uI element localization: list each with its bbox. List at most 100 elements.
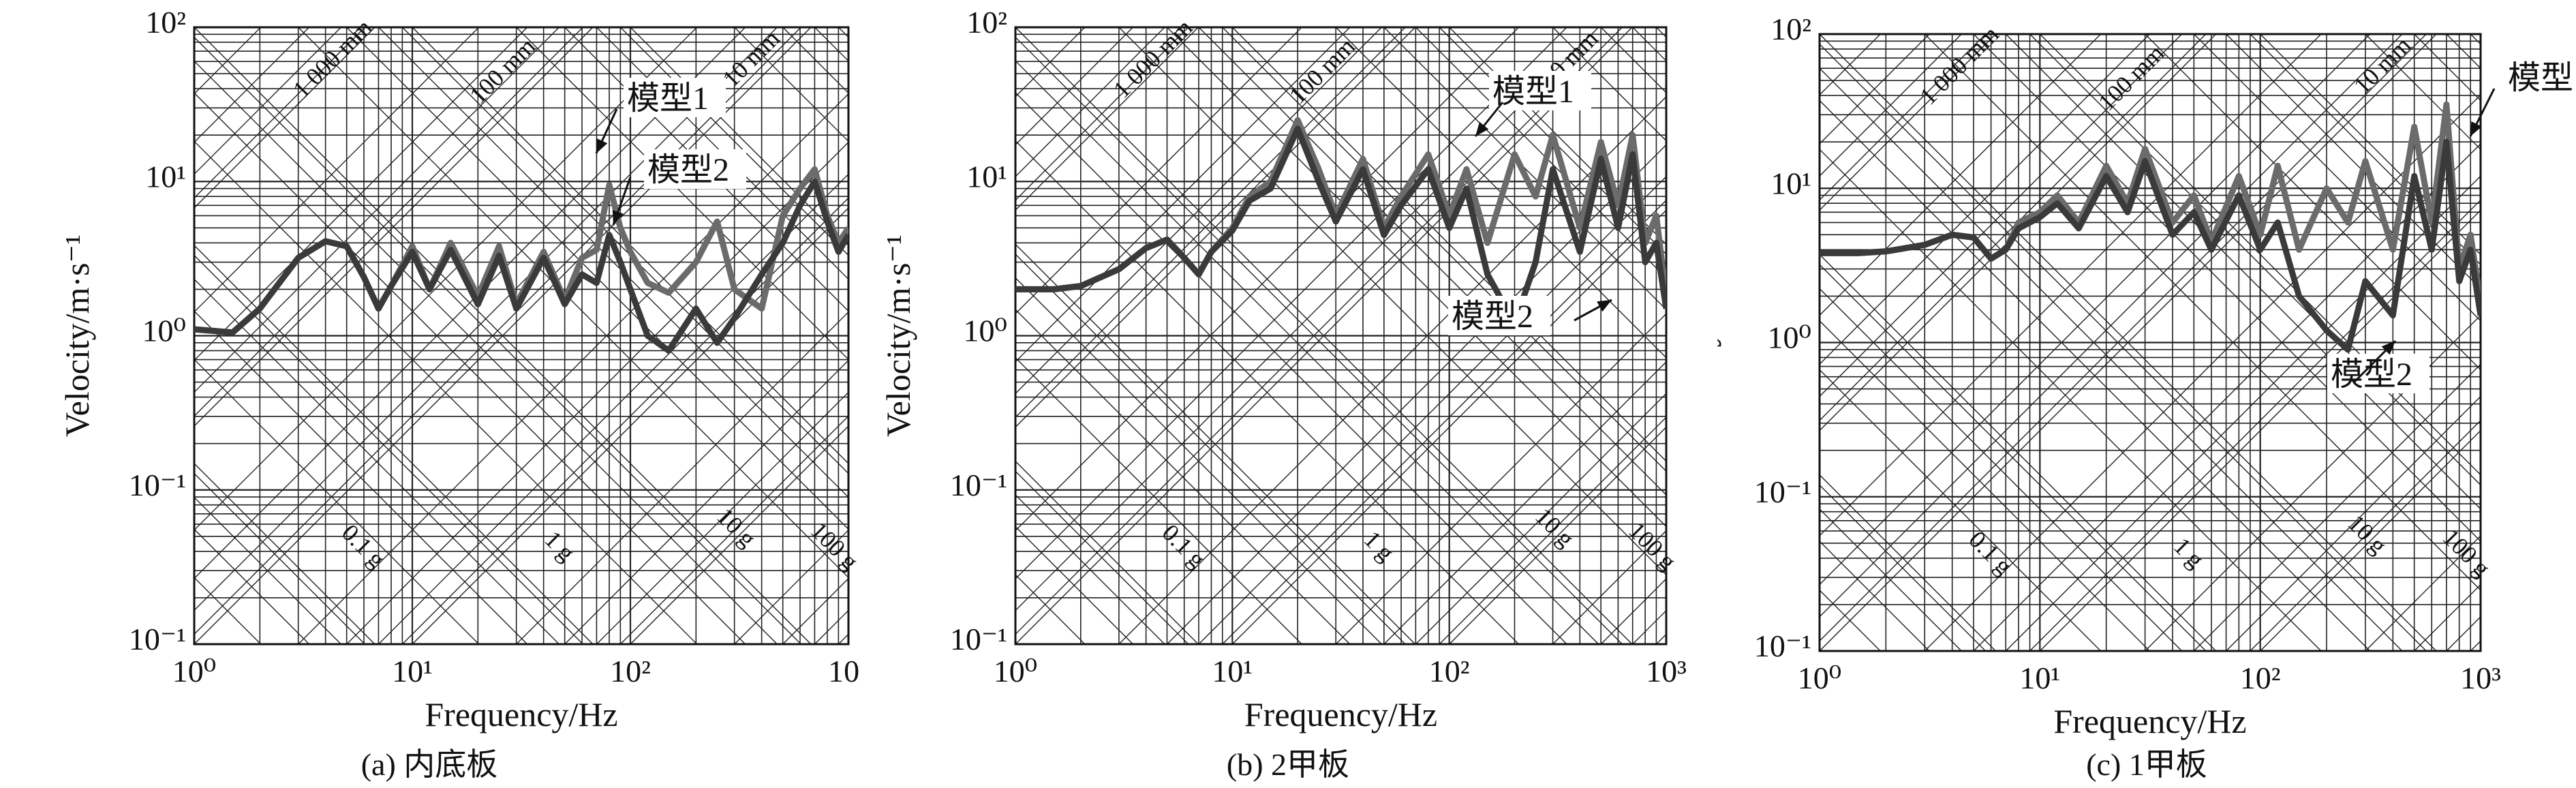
grid-diag-disp (1231, 209, 1666, 644)
grid-diag-accel (0, 27, 43, 644)
annotation-arrowhead (612, 210, 624, 225)
grid-diag-accel (1015, 526, 1134, 644)
grid-diag-disp (194, 27, 480, 313)
grid-diag-disp (1015, 27, 1623, 635)
diag-label-acceleration: 100 g (806, 517, 859, 575)
grid-diag-disp (1015, 27, 1416, 428)
grid-diag-disp (194, 27, 583, 417)
x-tick-label: 10⁰ (994, 654, 1037, 688)
diag-label-displacement: 100 mm (2093, 40, 2169, 116)
grid-diag-disp (1015, 27, 1633, 644)
grid-diag-accel (630, 27, 848, 246)
grid-diag-accel (2260, 34, 2481, 256)
grid-diag-disp (1015, 27, 1351, 363)
diag-label-acceleration: 0.1 g (1157, 519, 1211, 573)
grid-diag-disp (194, 27, 801, 635)
grid-diag-disp (1820, 34, 1962, 177)
grid-diag-disp (1820, 34, 1996, 211)
grid-diag-accel (2226, 34, 2481, 290)
y-tick-label: 10¹ (145, 159, 186, 194)
y-axis-label: Velocity/m·s⁻¹ (1717, 241, 1721, 444)
panel-c-chart: 10⁰ 10¹ 10² 10³10²10¹10⁰10⁻¹10⁻¹Frequency/H… (1717, 12, 2576, 740)
y-tick-label: 10¹ (966, 159, 1007, 194)
grid-diag-accel (1820, 508, 1962, 651)
annotation-label: 模型1 (1492, 74, 1574, 110)
grid-diag-disp (194, 27, 778, 611)
diag-label-acceleration: 0.1 g (1963, 526, 2017, 579)
y-tick-label: 10⁰ (964, 314, 1007, 348)
annotation-arrowhead (1597, 300, 1612, 312)
y-tick-label: 10⁰ (142, 314, 186, 348)
grid-diag-disp (516, 311, 848, 644)
grid-diag-disp (194, 27, 594, 427)
annotation-label: 模型2 (2331, 357, 2412, 393)
grid-diag-disp (1015, 27, 1382, 395)
x-tick-label: 10³ (1646, 654, 1687, 688)
diag-label-acceleration: 100 g (1623, 517, 1682, 575)
grid-diag-accel (1415, 27, 1666, 279)
grid-diag-accel (2250, 34, 2481, 266)
y-tick-label: 10⁻¹ (129, 468, 186, 502)
diag-label-displacement: 100 mm (1284, 33, 1360, 109)
x-tick-label: 10² (2240, 661, 2281, 695)
grid-diag-accel (734, 27, 848, 142)
grid-diag-disp (194, 27, 528, 361)
grid-group (0, 27, 848, 644)
grid-diag-accel (1820, 369, 2102, 651)
grid-diag-disp (1820, 34, 2403, 618)
grid-diag-disp (2193, 363, 2481, 651)
grid-diag-disp (1015, 27, 1199, 211)
grid-diag-accel (2480, 34, 2481, 35)
grid-diag-disp (1820, 34, 2102, 316)
plot-frame (193, 26, 850, 646)
x-tick-label: 10¹ (392, 654, 433, 688)
grid-diag-accel (619, 27, 848, 256)
grid-diag-disp (0, 27, 43, 644)
grid-diag-disp (1415, 393, 1666, 644)
diag-label-acceleration: 0.1 g (337, 519, 390, 573)
grid-diag-disp (596, 391, 848, 644)
x-axis-label: Frequency/Hz (425, 695, 617, 733)
grid-diag-accel (1820, 474, 1996, 651)
y-axis-label: Velocity/m·s⁻¹ (58, 234, 96, 437)
annotation-arrowhead (2381, 341, 2395, 355)
x-tick-label: 10² (610, 654, 651, 688)
grid-diag-accel (2365, 34, 2481, 151)
grid-diag-disp (298, 93, 848, 644)
plot-frame (1818, 33, 2482, 652)
diag-label-displacement: 100 mm (464, 33, 540, 109)
grid-diag-disp (1222, 199, 1666, 644)
grid-diag-accel (194, 528, 310, 644)
grid-diag-disp (1820, 34, 2207, 421)
y-tick-label: 10² (966, 5, 1007, 40)
x-axis-label: Frequency/Hz (1244, 695, 1437, 733)
annotation-arrowhead (596, 138, 608, 153)
grid-diag-disp (1015, 27, 1567, 580)
grid-diag-accel (1015, 494, 1165, 644)
grid-diag-disp (194, 27, 341, 175)
series-line-2 (1015, 125, 1666, 327)
annotation-label: 模型1 (627, 80, 709, 117)
grid-diag-disp (194, 27, 698, 531)
grid-diag-disp (1820, 34, 1930, 145)
grid-diag-disp (1820, 34, 2437, 651)
grid-diag-accel (1015, 357, 1302, 644)
grid-diag-disp (1335, 313, 1666, 644)
diag-label-acceleration: 1 g (1359, 526, 1400, 566)
y-tick-label: 10⁻¹ (1754, 474, 1811, 509)
grid-diag-accel (596, 27, 848, 280)
grid-diag-accel (1717, 34, 1765, 651)
grid-diag-accel (194, 472, 365, 644)
grid-diag-accel (1717, 34, 1775, 651)
x-axis-label: Frequency/Hz (2053, 702, 2246, 740)
grid-diag-disp (1820, 34, 2217, 431)
annotation-label: 模型1 (2508, 60, 2576, 96)
annotation-bg (1448, 296, 1550, 335)
diag-label-acceleration: 10 g (1530, 502, 1580, 552)
grid-diag-disp (1820, 34, 2427, 642)
grid-diag-disp (2226, 395, 2481, 651)
plot-frame (1014, 26, 1668, 646)
grid-diag-disp (2250, 419, 2481, 651)
grid-diag-disp (1015, 27, 1520, 532)
